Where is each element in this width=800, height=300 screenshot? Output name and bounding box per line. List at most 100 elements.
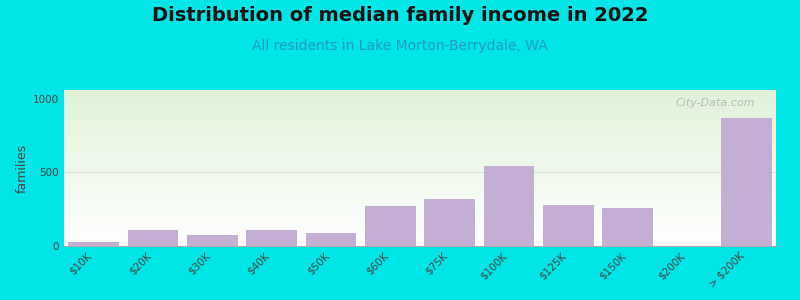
Text: All residents in Lake Morton-Berrydale, WA: All residents in Lake Morton-Berrydale, … (252, 39, 548, 53)
Bar (64, 229, 776, 230)
Bar (64, 101, 776, 102)
Bar (64, 171, 776, 172)
Bar (64, 193, 776, 194)
Bar (64, 240, 776, 241)
Bar (64, 208, 776, 209)
Bar (64, 106, 776, 107)
Bar (64, 202, 776, 203)
Bar (64, 166, 776, 167)
Bar (64, 102, 776, 103)
Bar (64, 169, 776, 170)
Bar (64, 104, 776, 105)
Bar (64, 150, 776, 151)
Bar (64, 95, 776, 96)
Bar (306, 233, 356, 246)
Bar (64, 194, 776, 195)
Bar (64, 222, 776, 223)
Bar (64, 195, 776, 196)
Bar (64, 218, 776, 219)
Bar (64, 143, 776, 144)
Bar (64, 117, 776, 118)
Bar (64, 122, 776, 123)
Bar (64, 215, 776, 216)
Bar (64, 217, 776, 218)
Bar (64, 94, 776, 95)
Bar (64, 213, 776, 214)
Bar (64, 100, 776, 101)
Bar (64, 141, 776, 142)
Bar (64, 179, 776, 180)
Bar (64, 152, 776, 153)
Bar (64, 176, 776, 177)
Bar (64, 199, 776, 200)
Bar (64, 216, 776, 217)
Bar (64, 189, 776, 190)
Bar (64, 198, 776, 199)
Bar (64, 175, 776, 176)
Bar (64, 223, 776, 224)
Bar (64, 205, 776, 206)
Bar (64, 157, 776, 158)
Bar (64, 228, 776, 229)
Bar (64, 211, 776, 212)
Bar (64, 239, 776, 240)
Bar (64, 103, 776, 104)
Bar (64, 226, 776, 227)
Bar (64, 163, 776, 164)
Bar (64, 210, 776, 211)
Bar (64, 93, 776, 94)
Bar (64, 112, 776, 113)
Bar (64, 183, 776, 184)
Bar (64, 115, 776, 116)
Bar (64, 188, 776, 189)
Bar (64, 142, 776, 143)
Bar (246, 230, 297, 246)
Bar (64, 190, 776, 191)
Bar (64, 137, 776, 138)
Bar (64, 113, 776, 114)
Bar (64, 109, 776, 110)
Bar (64, 160, 776, 161)
Bar (64, 185, 776, 186)
Bar (64, 139, 776, 140)
Bar (64, 235, 776, 236)
Bar (64, 129, 776, 130)
Bar (64, 156, 776, 157)
Bar (64, 167, 776, 168)
Bar (64, 125, 776, 126)
Bar (64, 206, 776, 207)
Bar (365, 206, 415, 246)
Bar (64, 184, 776, 185)
Bar (64, 140, 776, 141)
Bar (128, 230, 178, 246)
Bar (64, 212, 776, 213)
Bar (64, 197, 776, 198)
Bar (64, 244, 776, 245)
Y-axis label: families: families (16, 143, 29, 193)
Bar (64, 128, 776, 129)
Bar (64, 187, 776, 188)
Bar (64, 221, 776, 222)
Bar (64, 242, 776, 243)
Bar (721, 118, 771, 246)
Bar (425, 199, 475, 246)
Bar (64, 225, 776, 226)
Bar (64, 224, 776, 225)
Bar (64, 161, 776, 162)
Bar (64, 149, 776, 150)
Bar (64, 174, 776, 175)
Bar (64, 214, 776, 215)
Bar (64, 182, 776, 183)
Bar (64, 97, 776, 98)
Bar (64, 246, 776, 247)
Bar (64, 120, 776, 121)
Bar (64, 133, 776, 134)
Bar (64, 136, 776, 137)
Bar (64, 96, 776, 97)
Bar (64, 155, 776, 156)
Bar (64, 151, 776, 152)
Bar (64, 124, 776, 125)
Bar (64, 168, 776, 169)
Bar (64, 111, 776, 112)
Bar (64, 200, 776, 201)
